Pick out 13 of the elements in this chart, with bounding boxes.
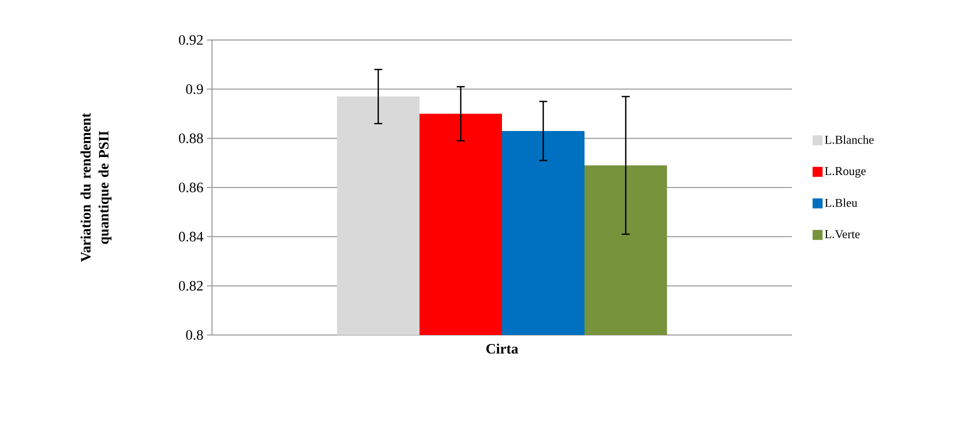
- y-tick-label: 0.8: [186, 330, 203, 340]
- y-tick-label: 0.88: [178, 133, 203, 144]
- y-tick-label: 0.82: [178, 280, 203, 291]
- y-tick-label: 0.92: [178, 35, 203, 45]
- legend-label: L.Bleu: [824, 198, 858, 207]
- y-tick-label: 0.86: [178, 182, 204, 192]
- y-tick-label: 0.84: [178, 232, 204, 242]
- legend-label: L.Blanche: [824, 135, 874, 144]
- legend-label: L.Rouge: [824, 167, 866, 178]
- y-axis-title: Variation du rendement quantique de PSII: [80, 113, 112, 262]
- legend-label: L.Verte: [824, 230, 860, 238]
- y-tick-label: 0.9: [186, 84, 203, 94]
- x-tick-label: Cirta: [486, 344, 518, 354]
